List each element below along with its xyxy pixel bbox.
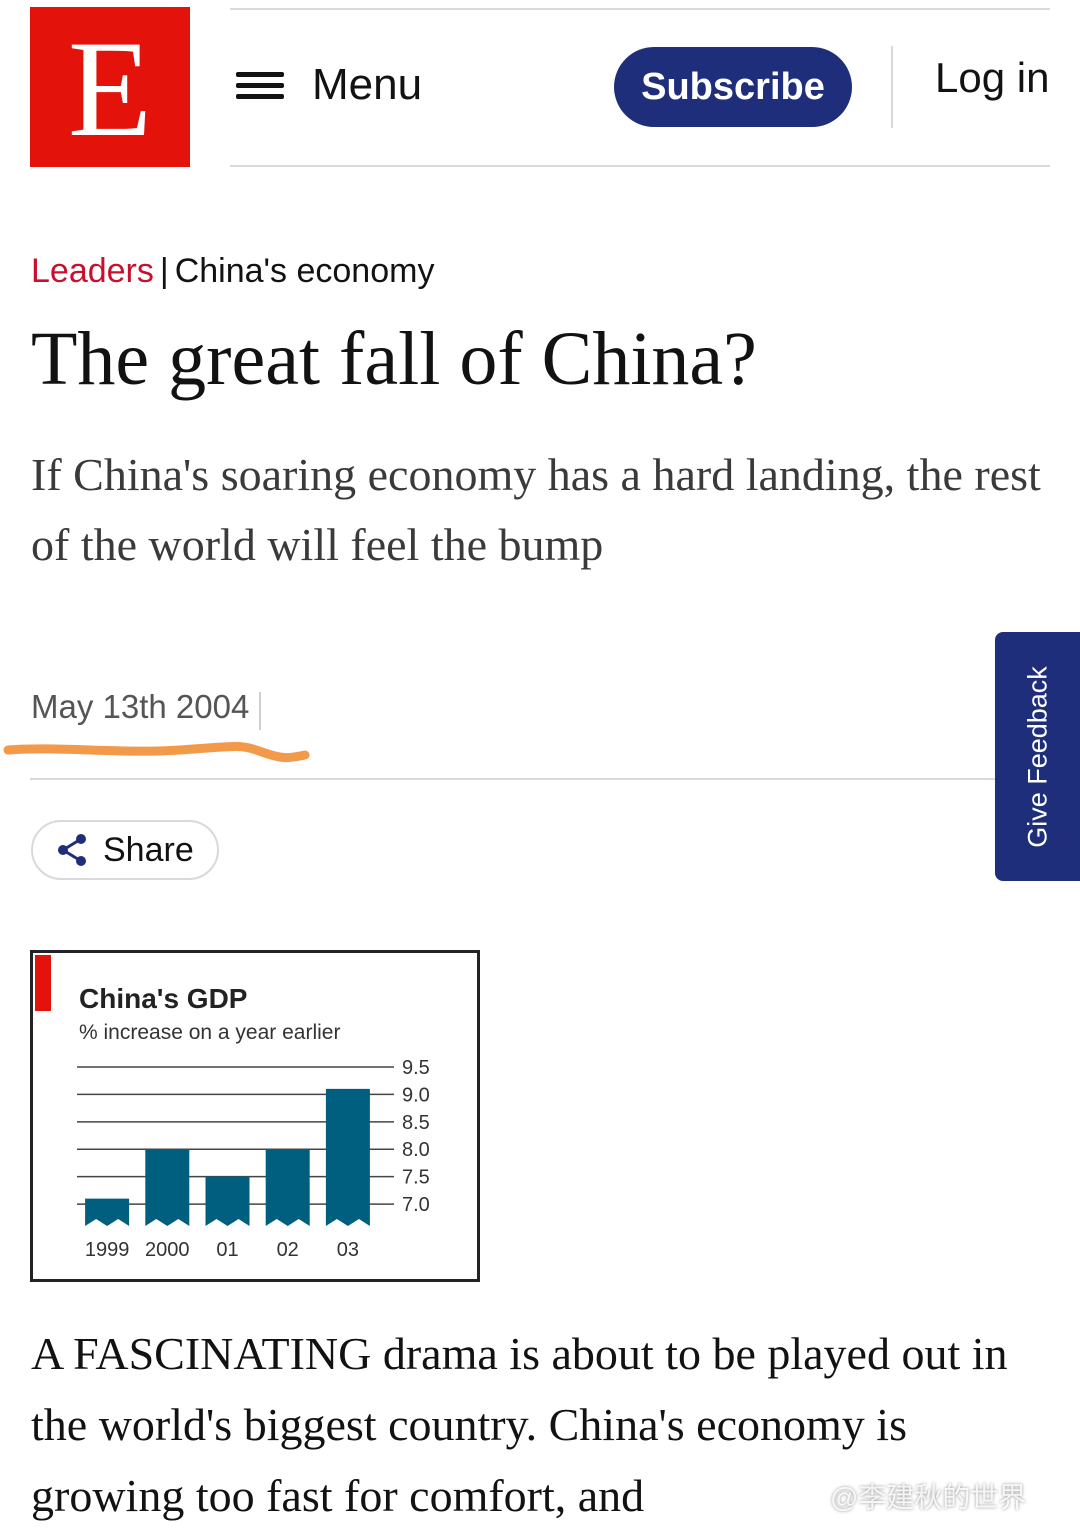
- y-tick-label: 9.5: [402, 1057, 430, 1079]
- x-tick-label: 2000: [145, 1239, 190, 1261]
- share-label: Share: [103, 830, 194, 869]
- bar: [205, 1176, 250, 1226]
- chart-red-tag: [35, 955, 51, 1011]
- date-divider-line: [30, 778, 995, 780]
- give-feedback-label: Give Feedback: [1022, 665, 1052, 848]
- gdp-chart: China's GDP % increase on a year earlier…: [30, 950, 480, 1282]
- y-tick-label: 7.5: [402, 1167, 430, 1189]
- bar: [325, 1088, 370, 1226]
- economist-logo[interactable]: E: [30, 7, 190, 167]
- share-icon: [58, 834, 86, 866]
- section-link[interactable]: Leaders: [31, 252, 154, 290]
- article-standfirst: If China's soaring economy has a hard la…: [31, 449, 1041, 570]
- nav-vertical-divider: [891, 46, 893, 128]
- logo-letter: E: [67, 12, 153, 165]
- topic-link[interactable]: China's economy: [174, 252, 435, 290]
- article-body: A FASCINATING drama is about to be playe…: [31, 1328, 1008, 1521]
- share-button[interactable]: Share: [31, 820, 219, 880]
- chart-title: China's GDP: [79, 983, 248, 1014]
- breadcrumb: Leaders | China's economy: [31, 252, 434, 291]
- date-divider: [259, 692, 261, 730]
- menu-label: Menu: [312, 60, 423, 109]
- bar: [85, 1198, 130, 1226]
- breadcrumb-separator: |: [159, 252, 169, 290]
- hamburger-icon: [236, 68, 284, 102]
- y-tick-label: 9.0: [402, 1084, 430, 1106]
- y-tick-label: 7.0: [402, 1194, 430, 1216]
- x-tick-label: 01: [216, 1239, 238, 1261]
- nav-top-divider: [230, 8, 1050, 10]
- chart-subtitle: % increase on a year earlier: [79, 1021, 341, 1044]
- article-headline: The great fall of China?: [31, 317, 757, 401]
- y-tick-label: 8.0: [402, 1139, 430, 1161]
- chart-plot: 9.5 9.0 8.5 8.0 7.5 7.0 1999 2000 01 02 03: [77, 1057, 430, 1261]
- bar: [265, 1149, 310, 1226]
- bar: [145, 1149, 190, 1226]
- watermark: @李建秋的世界: [830, 1482, 1027, 1513]
- x-tick-label: 02: [277, 1239, 299, 1261]
- publish-date: May 13th 2004: [31, 688, 250, 725]
- subscribe-button[interactable]: Subscribe: [614, 47, 852, 127]
- give-feedback-tab[interactable]: Give Feedback: [995, 632, 1080, 881]
- handwritten-underline: [3, 742, 310, 763]
- menu-button[interactable]: Menu: [236, 55, 422, 115]
- nav-bottom-divider: [230, 165, 1050, 167]
- x-tick-label: 1999: [85, 1239, 130, 1261]
- x-tick-label: 03: [337, 1239, 359, 1261]
- login-link[interactable]: Log in: [935, 54, 1050, 101]
- y-tick-label: 8.5: [402, 1112, 430, 1134]
